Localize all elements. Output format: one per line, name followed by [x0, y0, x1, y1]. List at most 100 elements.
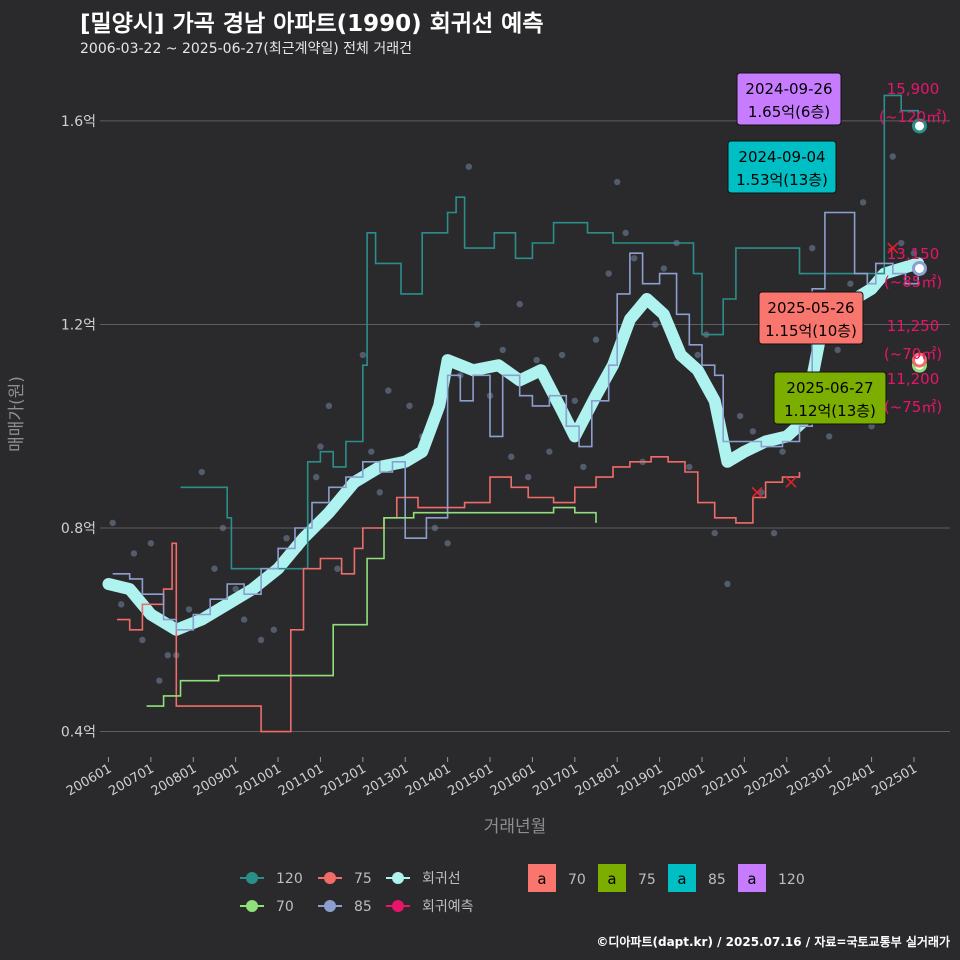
scatter-point	[109, 519, 116, 527]
legend-label-key-85: a 85	[668, 864, 726, 892]
predict-mark	[887, 242, 899, 254]
scatter-point	[313, 473, 320, 481]
y-axis-label: 매매가(원)	[7, 376, 27, 452]
scatter-point	[524, 473, 532, 481]
x-tick-label: 202101	[700, 761, 750, 799]
scatter-point	[317, 443, 324, 450]
series-line-85	[112, 211, 919, 631]
scatter-point	[240, 616, 248, 623]
scatter-point	[444, 540, 451, 547]
scatter-point	[614, 178, 621, 186]
annotation-price: 1.12억(13층)	[784, 402, 876, 420]
scatter-point	[558, 351, 566, 359]
scatter-point	[474, 321, 481, 328]
scatter-point	[809, 244, 816, 252]
y-tick-label: 0.8억	[61, 521, 96, 537]
annotation-box	[727, 140, 837, 194]
legend-label-text: 85	[708, 872, 726, 888]
scatter-point	[711, 529, 718, 537]
scatter-point	[283, 534, 290, 542]
legend-label-swatch	[668, 864, 696, 892]
series-line-75	[117, 456, 801, 733]
legend-label: 70	[276, 899, 294, 915]
annotation-date: 2024-09-26	[745, 80, 832, 98]
scatter-point	[431, 524, 439, 532]
legend-label: 120	[276, 871, 303, 887]
x-tick-label: 201001	[234, 761, 284, 799]
scatter-point	[652, 321, 659, 328]
scatter-point	[499, 346, 506, 354]
scatter-point	[847, 280, 854, 287]
x-tick-label: 201201	[318, 761, 368, 799]
annotation-box	[773, 371, 887, 425]
x-tick-label: 201401	[403, 761, 453, 799]
annotation-date: 2024-09-04	[738, 148, 825, 166]
scatter-point	[130, 550, 138, 557]
end-point-75	[911, 352, 927, 368]
series-line-120	[180, 94, 919, 570]
annotation-date: 2025-06-27	[786, 379, 873, 397]
x-tick-label: 202401	[827, 761, 877, 799]
scatter-point	[533, 356, 540, 364]
scatter-point	[868, 423, 875, 430]
legend-label-swatch	[598, 864, 626, 892]
scatter-point	[770, 529, 778, 537]
legend-label-glyph: a	[747, 870, 756, 888]
scatter-point	[694, 351, 701, 359]
legend-symbol	[246, 900, 258, 912]
legend-item-85: 85	[318, 899, 372, 915]
y-tick-label: 1.6억	[61, 114, 96, 130]
predict-mark	[751, 486, 763, 498]
legend-item-120: 120	[240, 871, 303, 887]
scatter-point	[156, 677, 163, 684]
scatter-point	[660, 265, 668, 272]
legend-label-glyph: a	[677, 870, 686, 888]
legend-label-swatch	[738, 864, 766, 892]
x-tick-label: 201301	[361, 761, 411, 799]
x-tick-label: 201501	[446, 761, 496, 799]
annotation-layer: 2024-09-261.65억(6층)2024-09-041.53억(13층)2…	[727, 72, 947, 425]
scatter-layer	[109, 153, 918, 684]
annotation-price: 1.15억(10층)	[765, 322, 857, 340]
legend-label-text: 70	[568, 872, 586, 888]
chart-subtitle: 2006-03-22 ~ 2025-06-27(최근계약일) 전체 거래건	[80, 41, 412, 57]
scatter-point	[164, 652, 172, 659]
x-tick-label: 200801	[149, 761, 199, 799]
scatter-point	[211, 565, 218, 572]
legend-label-key-70: a 70	[528, 864, 586, 892]
annotation-box	[758, 291, 864, 345]
legend-item-회귀예측: 회귀예측	[386, 899, 474, 915]
scatter-point	[592, 336, 600, 343]
scatter-point	[686, 463, 693, 471]
legend-item-75: 75	[318, 871, 372, 887]
annotation-label-75: 2025-06-27 1.12억(13층)	[773, 371, 887, 425]
legend-label-glyph: a	[607, 870, 616, 888]
scatter-point	[834, 346, 841, 354]
legend-label-key-120: a 120	[738, 864, 805, 892]
scatter-point	[385, 387, 392, 394]
scatter-point	[257, 636, 265, 644]
scatter-point	[198, 468, 205, 476]
legend-layer: 120 75 회귀선 70 85 회귀예측 a 70 a 75 a 85 a 120	[240, 864, 805, 915]
annotation-label-70: 2025-05-26 1.15억(10층)	[758, 291, 864, 345]
legend-label-glyph: a	[537, 870, 546, 888]
scatter-point	[630, 255, 638, 262]
scatter-point	[898, 239, 905, 247]
x-axis-label: 거래년월	[484, 817, 547, 837]
scatter-point	[736, 412, 744, 420]
prediction-value: 11,250	[887, 317, 940, 335]
scatter-point	[546, 448, 553, 455]
x-tick-label: 201601	[488, 761, 538, 799]
legend-label-text: 75	[638, 872, 656, 888]
scatter-point	[622, 229, 629, 237]
grid-layer	[100, 120, 950, 733]
scatter-point	[516, 300, 523, 308]
prediction-area: (~85㎡)	[884, 273, 942, 291]
prediction-value: 15,900	[887, 80, 940, 98]
legend-label-key-75: a 75	[598, 864, 656, 892]
credit-text: ©디아파트(dapt.kr) / 2025.07.16 / 자료=국토교통부 실…	[596, 935, 950, 949]
annotation-box	[736, 72, 842, 126]
scatter-point	[910, 250, 918, 257]
legend-label: 85	[354, 899, 372, 915]
